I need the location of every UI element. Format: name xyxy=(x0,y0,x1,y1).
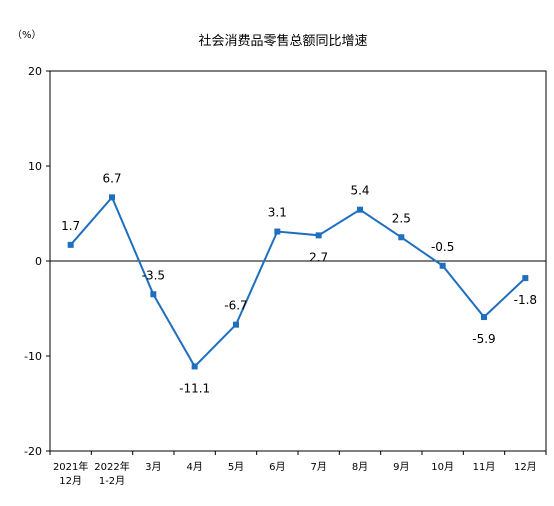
data-label: 2.5 xyxy=(392,211,411,225)
data-point xyxy=(315,232,322,239)
chart-title: 社会消费品零售总额同比增速 xyxy=(198,33,367,49)
x-tick-label: 10月 xyxy=(431,461,454,473)
data-label: 2.7 xyxy=(309,250,328,264)
data-label: 5.4 xyxy=(350,184,369,198)
y-tick-label: -10 xyxy=(24,350,42,363)
y-tick-label: 10 xyxy=(28,160,42,173)
x-tick-label: 11月 xyxy=(473,461,496,473)
data-label: -1.8 xyxy=(514,293,537,307)
data-label: -3.5 xyxy=(142,268,165,282)
data-label: -11.1 xyxy=(179,381,210,395)
data-label: 6.7 xyxy=(102,171,121,185)
data-point xyxy=(150,291,157,298)
y-axis-unit: （%） xyxy=(12,29,42,41)
data-point xyxy=(357,206,363,213)
data-label: -5.9 xyxy=(472,332,495,346)
x-tick-label: 7月 xyxy=(310,461,326,473)
data-point xyxy=(481,314,487,321)
data-point xyxy=(233,321,239,328)
x-tick-label: 9月 xyxy=(393,461,409,473)
x-tick-label: 5月 xyxy=(228,461,244,473)
x-tick-label: 2022年 1-2月 xyxy=(94,460,129,487)
data-point xyxy=(439,262,446,269)
data-point xyxy=(191,363,198,370)
x-tick-label: 6月 xyxy=(269,461,285,473)
x-tick-label: 12月 xyxy=(514,461,537,473)
y-tick-label: 0 xyxy=(35,255,42,268)
data-label: -0.5 xyxy=(431,240,454,254)
data-point xyxy=(109,194,115,201)
x-tick-label: 3月 xyxy=(145,461,161,473)
data-point xyxy=(398,234,405,241)
data-point xyxy=(522,275,529,282)
data-point xyxy=(274,228,281,235)
data-label: 3.1 xyxy=(268,206,287,220)
series-line xyxy=(69,195,526,369)
y-tick-label: 20 xyxy=(28,65,42,78)
data-label: 1.7 xyxy=(61,219,80,233)
y-tick-label: -20 xyxy=(24,445,42,458)
x-tick-label: 2021年 12月 xyxy=(53,460,88,487)
x-tick-label: 4月 xyxy=(186,461,202,473)
data-point xyxy=(67,241,74,248)
x-tick-label: 8月 xyxy=(352,461,368,473)
data-label: -6.7 xyxy=(224,299,247,313)
